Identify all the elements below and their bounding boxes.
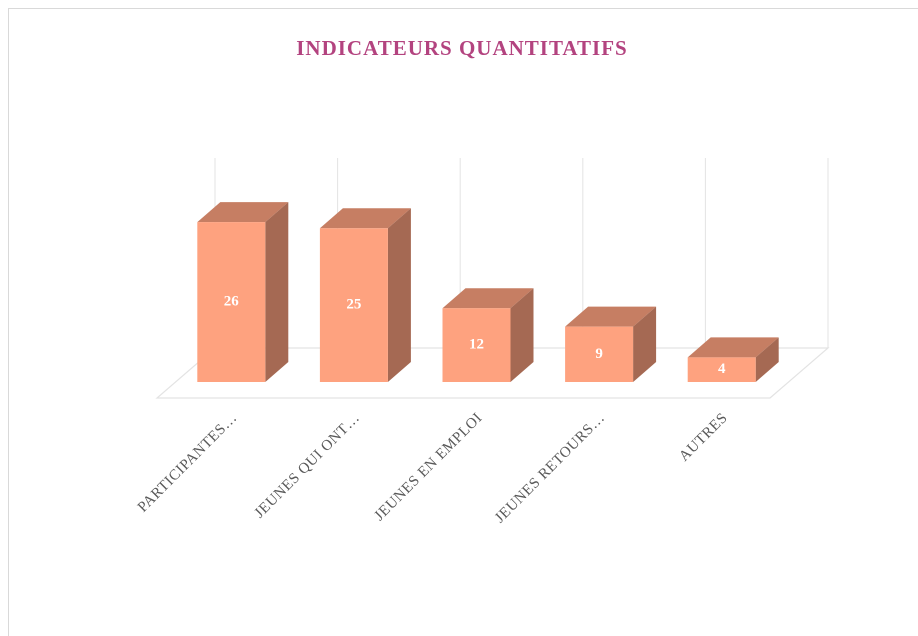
bar-side (387, 208, 411, 382)
data-label: 12 (469, 337, 484, 353)
data-label: 9 (595, 346, 603, 362)
bar-top (442, 288, 534, 309)
bar-side (510, 288, 534, 382)
data-label: 4 (718, 361, 726, 377)
bar (319, 228, 388, 382)
floor (155, 347, 830, 399)
bar-top (197, 202, 289, 223)
bar-side (633, 306, 657, 382)
bar-top (319, 208, 411, 229)
bar (687, 357, 756, 382)
bar-side (265, 202, 289, 382)
bar (565, 326, 634, 382)
bar-top (687, 337, 779, 358)
data-label: 26 (224, 293, 240, 309)
bar-side (755, 337, 779, 382)
bar-top (565, 306, 657, 327)
data-label: 25 (346, 297, 361, 313)
bar (442, 308, 511, 382)
bar (197, 222, 266, 382)
chart-title: INDICATEURS QUANTITATIFS (296, 36, 627, 60)
